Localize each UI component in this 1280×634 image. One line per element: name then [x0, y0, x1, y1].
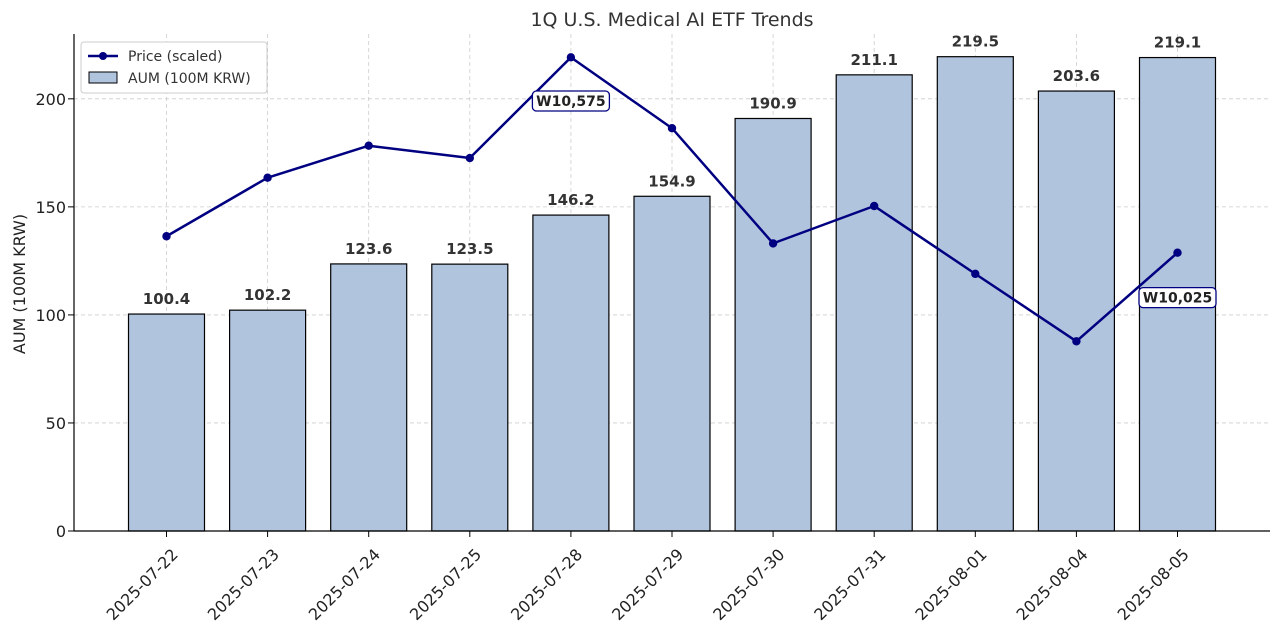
- legend: Price (scaled) AUM (100M KRW): [80, 41, 268, 94]
- price-point: [667, 124, 677, 133]
- aum-bar: [936, 56, 1014, 532]
- x-tick-label: 2025-07-31: [810, 545, 889, 624]
- y-axis-title: AUM (100M KRW): [10, 214, 29, 354]
- y-tick-label: 0: [56, 522, 66, 541]
- x-tick-label: 2025-07-28: [507, 545, 586, 624]
- aum-bar: [734, 117, 812, 532]
- y-tick-label: 100: [35, 306, 66, 325]
- bar-value-label: 203.6: [1053, 67, 1100, 85]
- x-tick-label: 2025-08-04: [1013, 545, 1092, 624]
- aum-bar: [431, 263, 509, 532]
- price-point: [1173, 248, 1182, 257]
- callout-text: W10,575: [536, 94, 605, 110]
- aum-bar: [532, 214, 610, 532]
- legend-aum-swatch: [88, 71, 118, 84]
- price-point: [1072, 337, 1081, 346]
- price-point: [364, 141, 373, 150]
- price-point: [263, 173, 272, 182]
- aum-bar: [633, 195, 711, 532]
- price-point: [971, 269, 980, 279]
- legend-aum-label: AUM (100M KRW): [128, 71, 251, 87]
- bar-value-label: 219.5: [952, 33, 999, 51]
- y-tick-label: 50: [46, 414, 66, 433]
- callout-box: [531, 90, 611, 112]
- price-point: [768, 239, 778, 248]
- callout-box: [1138, 286, 1217, 309]
- x-tick-label: 2025-07-24: [305, 545, 384, 624]
- aum-bar: [330, 263, 408, 532]
- callout-text: W10,025: [1143, 291, 1212, 307]
- chart-title: 1Q U.S. Medical AI ETF Trends: [530, 9, 813, 31]
- bar-value-label: 211.1: [850, 51, 897, 69]
- x-tick-label: 2025-08-01: [911, 545, 990, 624]
- aum-bar: [127, 313, 206, 532]
- bar-value-label: 154.9: [648, 172, 695, 190]
- bar-value-label: 219.1: [1154, 34, 1201, 52]
- price-point: [465, 153, 474, 163]
- aum-bar: [1037, 90, 1116, 532]
- bar-value-label: 123.6: [345, 240, 392, 258]
- price-line-series: [162, 53, 1182, 346]
- bar-value-label: 190.9: [749, 94, 796, 112]
- bar-value-label: 102.2: [244, 286, 291, 304]
- bar-value-label: 100.4: [143, 290, 190, 308]
- legend-box: [80, 41, 268, 94]
- x-tick-label: 2025-07-29: [608, 545, 687, 624]
- x-tick-label: 2025-07-25: [406, 545, 485, 624]
- x-tick-label: 2025-07-23: [204, 545, 283, 624]
- x-tick-label: 2025-08-05: [1114, 545, 1193, 624]
- aum-bar: [229, 309, 307, 532]
- bar-value-label: 146.2: [547, 191, 594, 209]
- price-point: [566, 53, 576, 62]
- legend-price-marker: [99, 52, 107, 60]
- data-labels: 100.4 102.2 123.6 123.5 146.2 154.9 190.9 211.1…: [143, 33, 1201, 308]
- y-tick-label: 200: [35, 90, 66, 109]
- bar-value-label: 123.5: [446, 240, 493, 258]
- y-tick-label: 150: [35, 198, 66, 217]
- x-tick-label: 2025-07-30: [709, 545, 788, 624]
- aum-bar: [835, 74, 913, 532]
- price-point: [870, 201, 879, 211]
- legend-price-label: Price (scaled): [128, 49, 223, 65]
- x-tick-label: 2025-07-22: [103, 545, 182, 624]
- price-callouts: W10,575 W10,025: [531, 90, 1217, 309]
- bars: [127, 56, 1217, 532]
- price-point: [162, 232, 171, 241]
